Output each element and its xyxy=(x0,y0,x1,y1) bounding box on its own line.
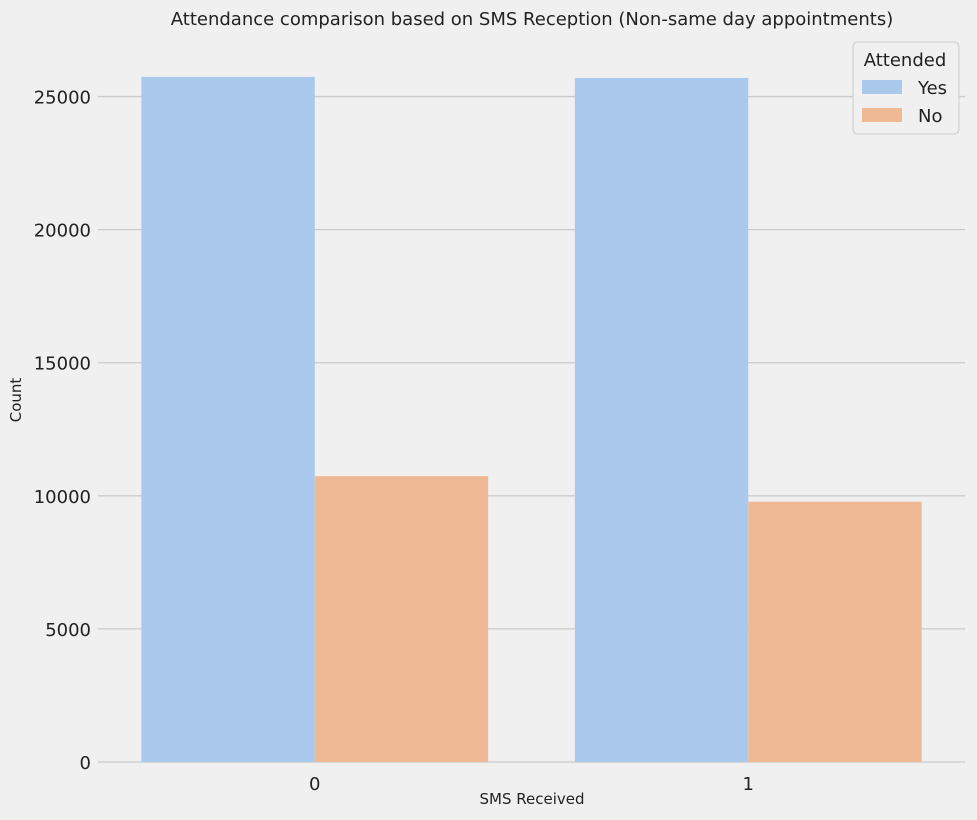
legend-items: Yes No xyxy=(862,78,947,127)
legend-title: Attended xyxy=(864,50,947,71)
y-tick-label: 0 xyxy=(80,753,91,774)
legend-swatch-no xyxy=(862,108,902,122)
y-axis-ticks: 0 5000 10000 15000 20000 25000 xyxy=(34,88,91,774)
y-tick-label: 25000 xyxy=(34,88,91,109)
legend-label-no: No xyxy=(918,106,942,127)
x-tick-label: 0 xyxy=(309,774,320,795)
x-tick-label: 1 xyxy=(743,774,754,795)
bar-yes-0 xyxy=(141,76,315,763)
chart-title: Attendance comparison based on SMS Recep… xyxy=(171,9,893,30)
y-tick-label: 15000 xyxy=(34,354,91,375)
bar-no-0 xyxy=(314,476,489,762)
y-tick-label: 10000 xyxy=(34,487,91,508)
bar-no-1 xyxy=(748,501,922,762)
y-axis-label: Count xyxy=(7,378,25,423)
y-tick-label: 20000 xyxy=(34,221,91,242)
x-axis-label: SMS Received xyxy=(480,790,585,808)
bars xyxy=(141,76,922,763)
legend: Attended Yes No xyxy=(852,41,960,135)
legend-swatch-yes xyxy=(862,80,902,94)
y-tick-label: 5000 xyxy=(45,620,91,641)
legend-label-yes: Yes xyxy=(917,78,947,99)
bar-yes-1 xyxy=(574,77,749,763)
